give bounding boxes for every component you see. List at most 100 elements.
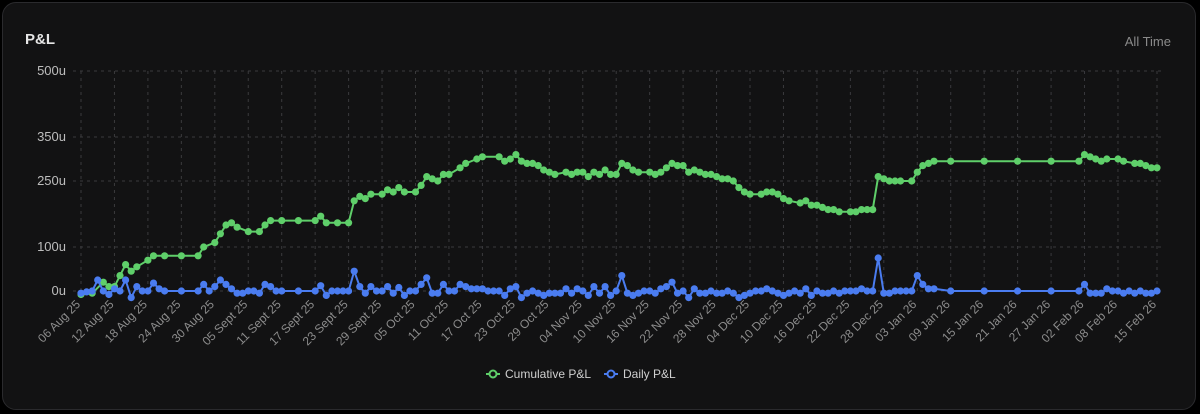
data-point[interactable] — [462, 159, 470, 167]
data-point[interactable] — [640, 287, 648, 295]
data-point[interactable] — [852, 287, 860, 295]
data-point[interactable] — [133, 263, 141, 271]
data-point[interactable] — [607, 170, 615, 178]
data-point[interactable] — [356, 192, 364, 200]
data-point[interactable] — [707, 287, 715, 295]
data-point[interactable] — [685, 168, 693, 176]
data-point[interactable] — [634, 289, 643, 297]
data-point[interactable] — [400, 188, 408, 196]
data-point[interactable] — [835, 289, 843, 297]
data-point[interactable] — [779, 291, 788, 299]
data-point[interactable] — [1136, 287, 1144, 295]
data-point[interactable] — [573, 168, 581, 176]
data-point[interactable] — [116, 287, 124, 295]
data-point[interactable] — [233, 223, 241, 231]
data-point[interactable] — [149, 252, 158, 260]
data-point[interactable] — [891, 287, 899, 295]
data-point[interactable] — [523, 289, 531, 297]
data-point[interactable] — [874, 254, 882, 262]
data-point[interactable] — [517, 294, 526, 302]
data-point[interactable] — [495, 153, 503, 161]
data-point[interactable] — [99, 287, 107, 295]
data-point[interactable] — [673, 162, 682, 170]
data-point[interactable] — [322, 219, 330, 227]
data-point[interactable] — [1086, 153, 1094, 161]
data-point[interactable] — [824, 289, 832, 297]
data-point[interactable] — [1103, 155, 1111, 163]
data-point[interactable] — [122, 276, 130, 284]
data-point[interactable] — [389, 289, 397, 297]
data-point[interactable] — [345, 287, 353, 295]
data-point[interactable] — [211, 283, 219, 291]
data-point[interactable] — [261, 221, 269, 229]
data-point[interactable] — [83, 288, 91, 296]
data-point[interactable] — [729, 177, 737, 185]
data-point[interactable] — [930, 157, 938, 165]
data-point[interactable] — [1097, 157, 1105, 165]
data-point[interactable] — [138, 287, 146, 295]
data-point[interactable] — [841, 287, 849, 295]
data-point[interactable] — [1014, 287, 1022, 295]
data-point[interactable] — [311, 217, 319, 225]
data-point[interactable] — [880, 175, 888, 183]
data-point[interactable] — [908, 287, 916, 295]
data-point[interactable] — [869, 287, 877, 295]
data-point[interactable] — [1108, 287, 1116, 295]
data-point[interactable] — [763, 285, 771, 293]
data-point[interactable] — [562, 285, 570, 293]
data-point[interactable] — [690, 166, 698, 174]
data-point[interactable] — [880, 289, 888, 297]
data-point[interactable] — [529, 159, 537, 167]
data-point[interactable] — [713, 289, 721, 297]
data-point[interactable] — [718, 175, 726, 183]
data-point[interactable] — [1092, 289, 1100, 297]
data-point[interactable] — [740, 291, 749, 299]
data-point[interactable] — [200, 243, 208, 251]
data-point[interactable] — [584, 173, 592, 181]
data-point[interactable] — [222, 221, 230, 229]
data-point[interactable] — [896, 287, 905, 295]
data-point[interactable] — [339, 287, 347, 295]
data-point[interactable] — [406, 287, 414, 295]
data-point[interactable] — [361, 195, 369, 203]
data-point[interactable] — [216, 276, 224, 284]
data-point[interactable] — [506, 285, 514, 293]
data-point[interactable] — [1131, 289, 1139, 297]
data-point[interactable] — [445, 287, 453, 295]
data-point[interactable] — [1142, 162, 1150, 170]
data-point[interactable] — [473, 285, 481, 293]
data-point[interactable] — [423, 173, 431, 181]
data-point[interactable] — [701, 170, 710, 178]
data-point[interactable] — [896, 177, 905, 185]
data-point[interactable] — [551, 170, 559, 178]
data-point[interactable] — [506, 155, 514, 163]
data-point[interactable] — [595, 289, 604, 297]
data-point[interactable] — [1136, 159, 1144, 167]
data-point[interactable] — [317, 212, 325, 220]
data-point[interactable] — [445, 170, 453, 178]
data-point[interactable] — [807, 291, 815, 299]
data-point[interactable] — [540, 291, 548, 299]
data-point[interactable] — [161, 252, 169, 260]
data-point[interactable] — [1080, 280, 1089, 288]
data-point[interactable] — [144, 256, 152, 264]
data-point[interactable] — [746, 289, 754, 297]
data-point[interactable] — [478, 153, 486, 161]
data-point[interactable] — [127, 294, 135, 302]
data-point[interactable] — [590, 168, 598, 176]
data-point[interactable] — [1125, 287, 1133, 295]
data-point[interactable] — [662, 164, 671, 172]
data-point[interactable] — [785, 197, 793, 205]
data-point[interactable] — [646, 168, 654, 176]
data-point[interactable] — [261, 280, 269, 288]
data-point[interactable] — [852, 208, 860, 216]
data-point[interactable] — [294, 287, 302, 295]
data-point[interactable] — [211, 239, 219, 247]
data-point[interactable] — [568, 170, 576, 178]
chart-legend[interactable]: Cumulative P&L Daily P&L — [486, 367, 676, 381]
data-point[interactable] — [177, 252, 185, 260]
data-point[interactable] — [267, 217, 275, 225]
data-point[interactable] — [534, 162, 542, 170]
data-point[interactable] — [116, 272, 124, 280]
data-point[interactable] — [1080, 151, 1089, 159]
